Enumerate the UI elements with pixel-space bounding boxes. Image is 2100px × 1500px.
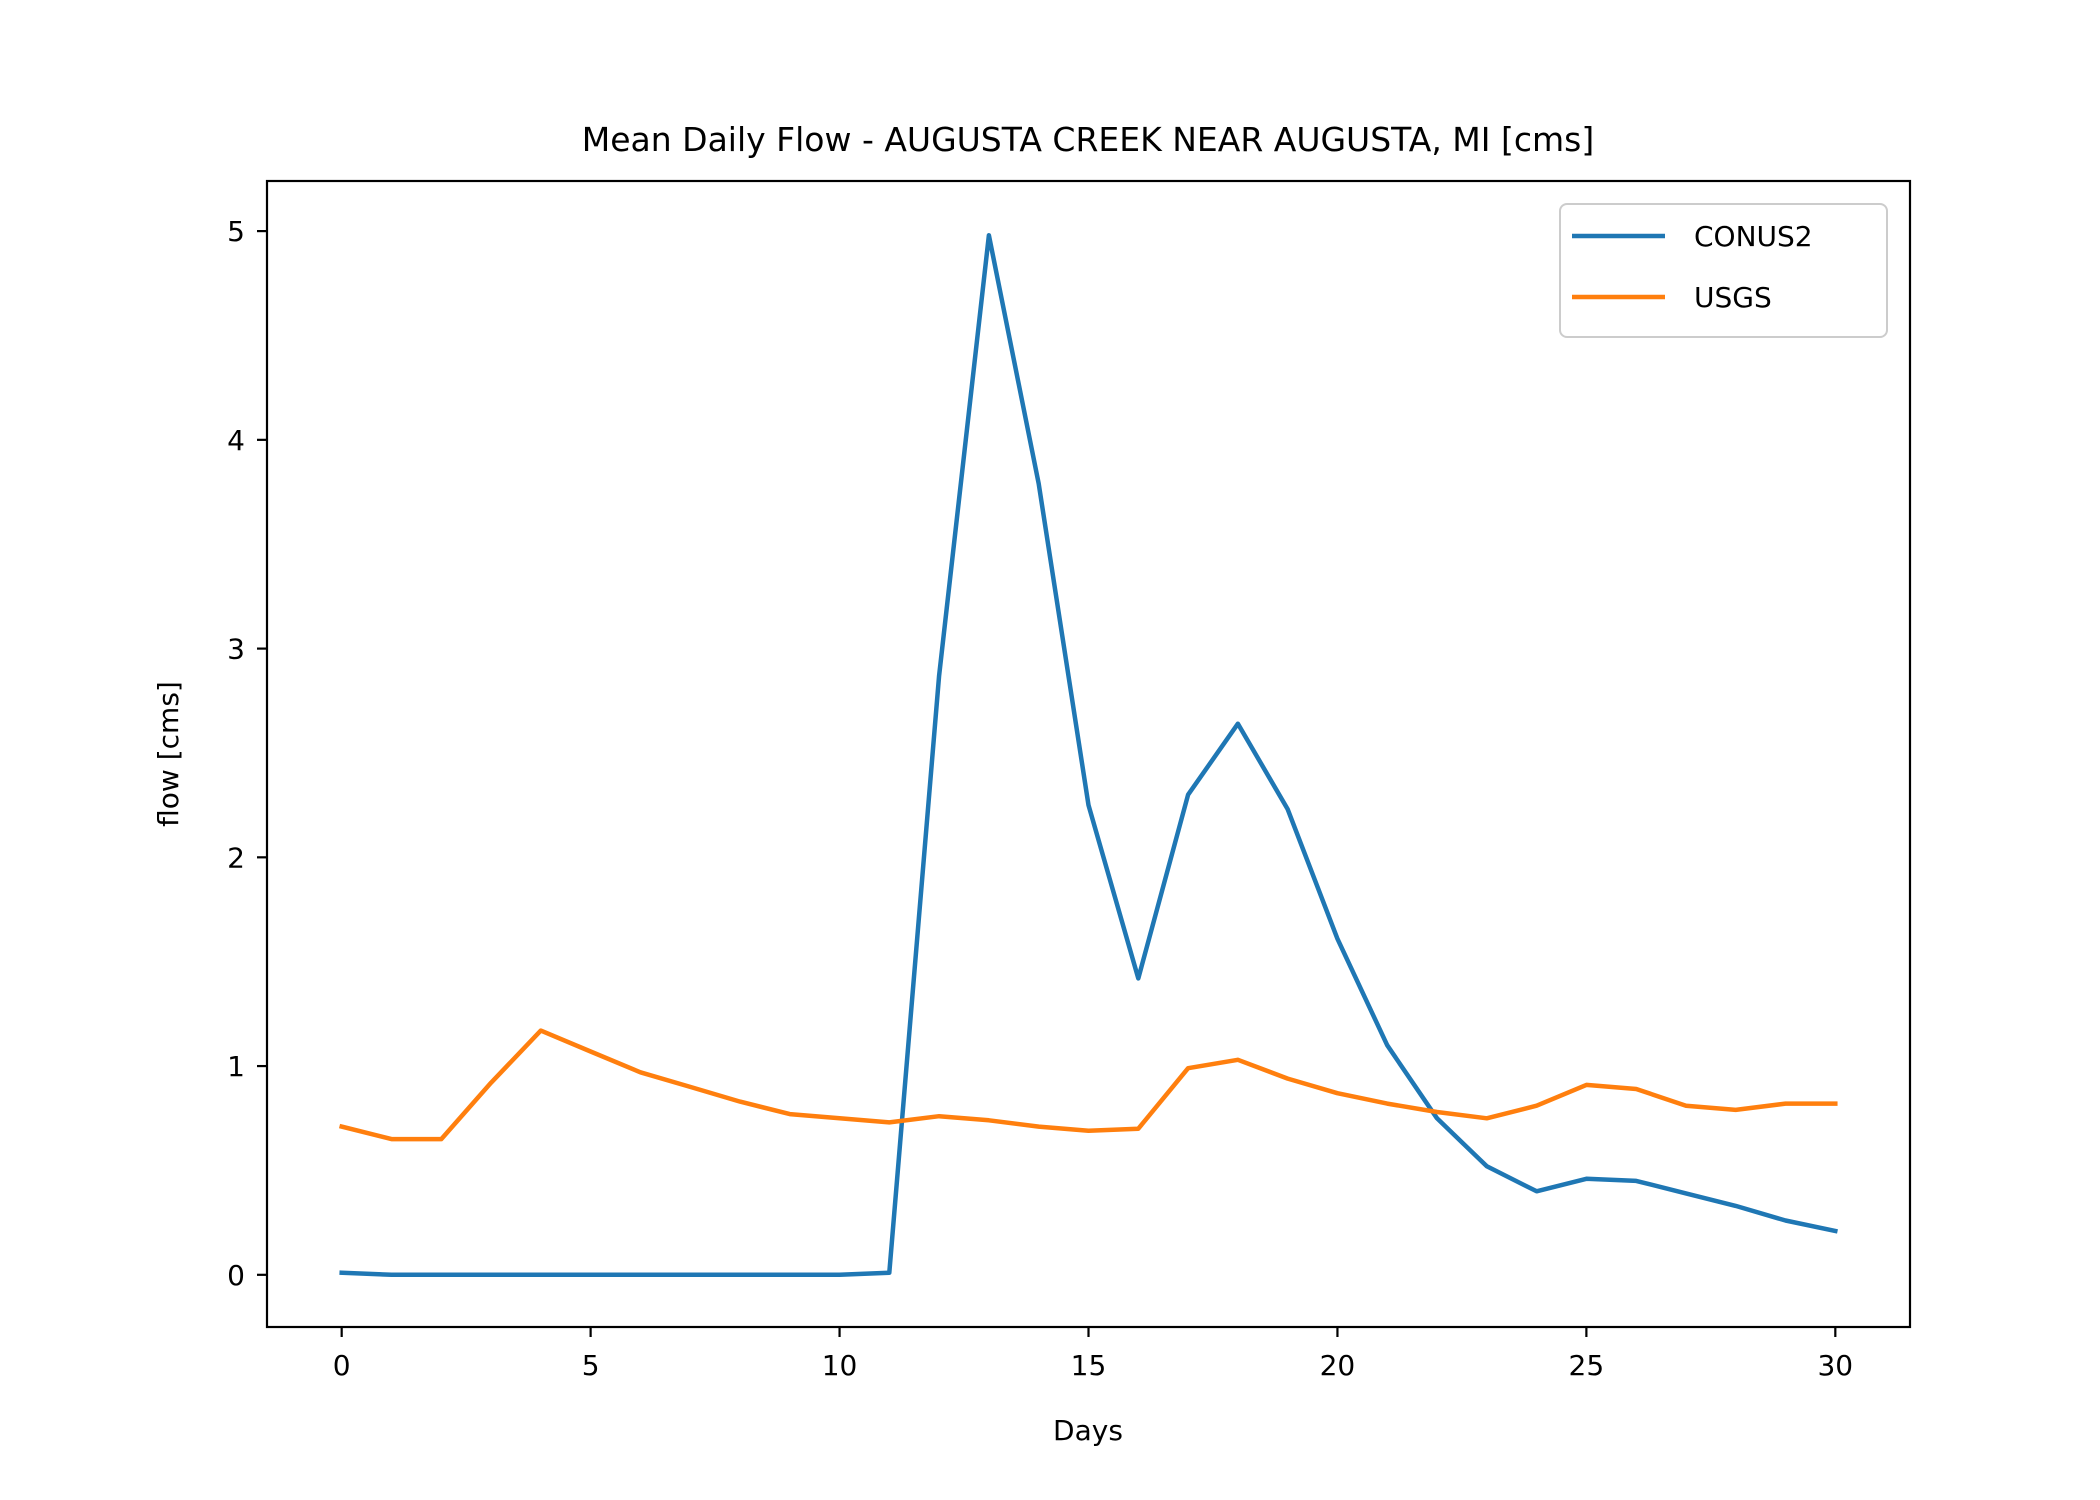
x-tick-label: 0 — [333, 1349, 351, 1382]
legend-label-conus2: CONUS2 — [1694, 220, 1813, 253]
y-tick-label: 2 — [227, 841, 245, 874]
data-point-conus2 — [590, 1274, 591, 1275]
data-point-usgs — [1088, 1130, 1089, 1131]
data-point-conus2 — [640, 1274, 641, 1275]
data-point-conus2 — [1237, 723, 1238, 724]
data-point-usgs — [590, 1051, 591, 1052]
data-point-usgs — [1138, 1128, 1139, 1129]
data-point-conus2 — [1287, 809, 1288, 810]
data-point-usgs — [1237, 1059, 1238, 1060]
data-point-conus2 — [1735, 1205, 1736, 1206]
legend: CONUS2 USGS — [1559, 203, 1888, 338]
x-tick-label: 15 — [1071, 1349, 1107, 1382]
data-point-conus2 — [341, 1272, 342, 1273]
data-point-conus2 — [1038, 483, 1039, 484]
data-point-conus2 — [889, 1272, 890, 1273]
y-tick-label: 4 — [227, 424, 245, 457]
data-point-usgs — [1835, 1103, 1836, 1104]
y-tick-label: 1 — [227, 1050, 245, 1083]
data-point-usgs — [1685, 1105, 1686, 1106]
data-point-conus2 — [839, 1274, 840, 1275]
data-point-conus2 — [1088, 805, 1089, 806]
plot-area-frame — [265, 179, 1912, 1329]
data-point-conus2 — [1188, 794, 1189, 795]
data-point-usgs — [391, 1139, 392, 1140]
data-point-conus2 — [391, 1274, 392, 1275]
data-point-conus2 — [1636, 1180, 1637, 1181]
x-tick-label: 25 — [1569, 1349, 1605, 1382]
y-axis-label: flow [cms] — [152, 681, 185, 827]
data-point-conus2 — [739, 1274, 740, 1275]
data-point-conus2 — [1785, 1220, 1786, 1221]
y-axis-ticks: 0 1 2 3 4 5 — [227, 215, 267, 1292]
data-point-conus2 — [540, 1274, 541, 1275]
data-point-usgs — [988, 1120, 989, 1121]
data-point-usgs — [1586, 1084, 1587, 1085]
data-point-usgs — [690, 1086, 691, 1087]
data-point-conus2 — [1536, 1191, 1537, 1192]
data-point-usgs — [341, 1126, 342, 1127]
series-layer — [338, 233, 1838, 1278]
data-point-usgs — [1287, 1078, 1288, 1079]
y-tick-label: 5 — [227, 215, 245, 248]
data-point-conus2 — [490, 1274, 491, 1275]
y-tick-label: 0 — [227, 1259, 245, 1292]
x-tick-label: 10 — [822, 1349, 858, 1382]
data-point-usgs — [490, 1082, 491, 1083]
x-tick-label: 20 — [1320, 1349, 1356, 1382]
data-point-usgs — [1188, 1068, 1189, 1069]
data-point-usgs — [1387, 1103, 1388, 1104]
data-point-conus2 — [988, 235, 989, 236]
y-tick-label: 3 — [227, 633, 245, 666]
data-point-conus2 — [1835, 1230, 1836, 1231]
data-point-usgs — [640, 1072, 641, 1073]
data-point-usgs — [540, 1030, 541, 1031]
data-point-conus2 — [789, 1274, 790, 1275]
x-axis-ticks: 0 5 10 15 20 25 30 — [333, 1327, 1853, 1382]
data-point-usgs — [1536, 1105, 1537, 1106]
data-point-usgs — [1486, 1118, 1487, 1119]
data-point-usgs — [1636, 1088, 1637, 1089]
data-point-conus2 — [1337, 938, 1338, 939]
data-point-usgs — [839, 1118, 840, 1119]
data-point-usgs — [789, 1114, 790, 1115]
data-point-usgs — [1735, 1109, 1736, 1110]
data-point-usgs — [939, 1116, 940, 1117]
data-point-conus2 — [1436, 1118, 1437, 1119]
x-tick-label: 5 — [582, 1349, 600, 1382]
data-point-conus2 — [1387, 1045, 1388, 1046]
data-point-usgs — [1038, 1126, 1039, 1127]
data-point-usgs — [1337, 1093, 1338, 1094]
data-point-conus2 — [1685, 1193, 1686, 1194]
data-point-conus2 — [1586, 1178, 1587, 1179]
chart-title: Mean Daily Flow - AUGUSTA CREEK NEAR AUG… — [582, 120, 1594, 159]
data-point-conus2 — [939, 675, 940, 676]
x-tick-label: 30 — [1817, 1349, 1853, 1382]
data-point-usgs — [1436, 1111, 1437, 1112]
series-line-usgs — [338, 1028, 1838, 1142]
data-point-usgs — [889, 1122, 890, 1123]
data-point-usgs — [739, 1101, 740, 1102]
data-point-usgs — [1785, 1103, 1786, 1104]
data-point-conus2 — [1138, 978, 1139, 979]
data-point-usgs — [441, 1139, 442, 1140]
series-line-conus2 — [339, 233, 1838, 1278]
x-axis-label: Days — [1053, 1414, 1123, 1447]
data-point-conus2 — [441, 1274, 442, 1275]
legend-label-usgs: USGS — [1694, 281, 1772, 314]
data-point-conus2 — [690, 1274, 691, 1275]
data-point-conus2 — [1486, 1166, 1487, 1167]
